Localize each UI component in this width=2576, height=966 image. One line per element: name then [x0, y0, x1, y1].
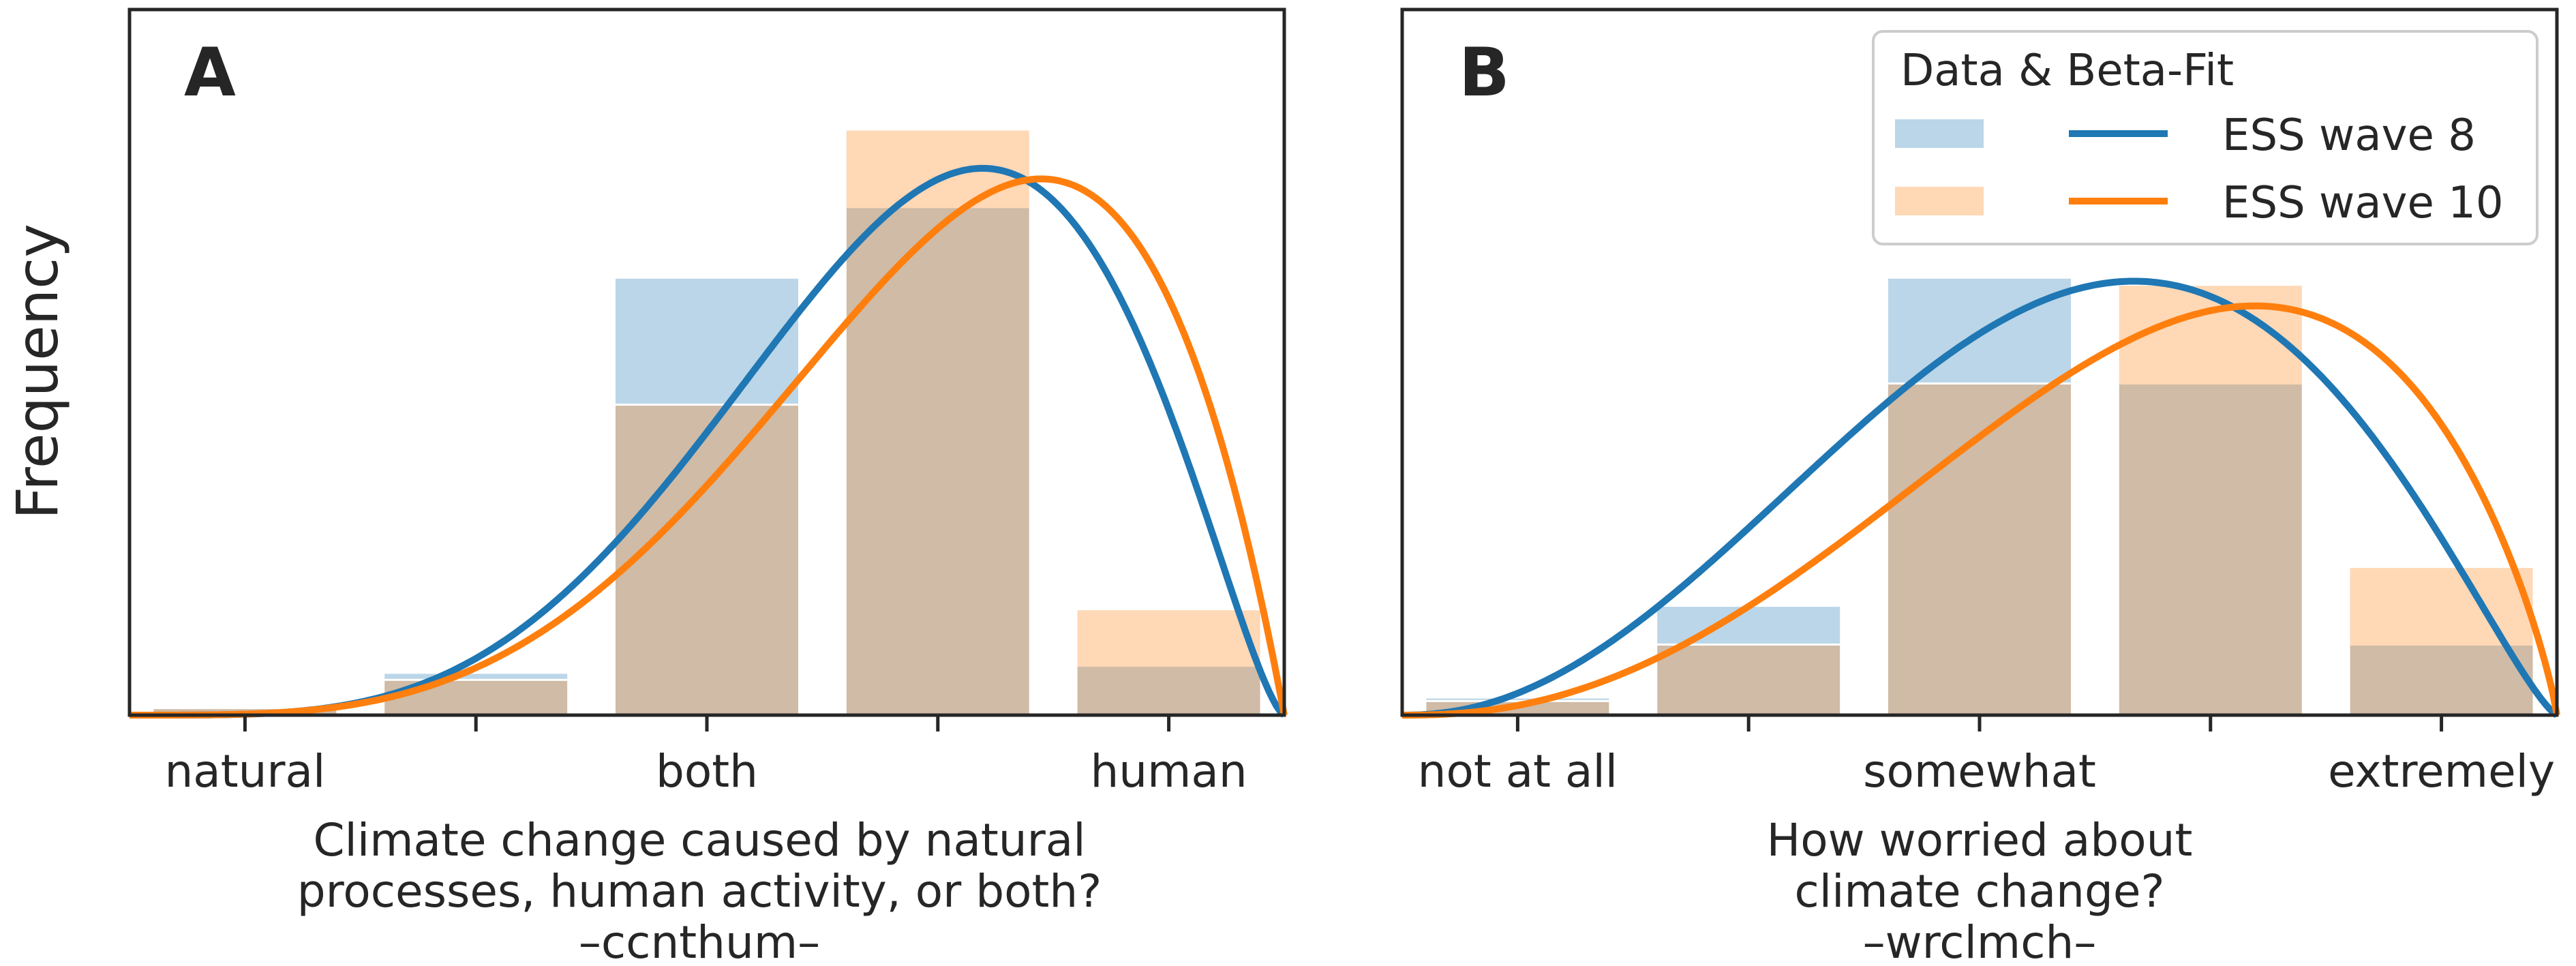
panel-b: B not at all somewhat extremely How worrie… [1400, 7, 2560, 966]
histogram-bar [613, 404, 801, 716]
legend-entry: ESS wave 8 [1895, 110, 2476, 161]
panel-b-xlabel-line-2: climate change? [1794, 865, 2164, 918]
x-tick-label: both [656, 745, 758, 798]
histogram-bar [844, 128, 1031, 716]
panel-b-xlabel-line-3: –wrclmch– [1863, 916, 2097, 966]
beta-fit-line [1402, 302, 2560, 719]
panel-b-bars [1424, 276, 2535, 716]
panel-a-fit-lines [130, 164, 1288, 719]
panel-a-xlabel-line-2: processes, human activity, or both? [297, 865, 1102, 918]
histogram-bar [2117, 284, 2304, 716]
histogram-bar [1655, 644, 1843, 716]
panel-b-fit-lines [1402, 277, 2560, 719]
histogram-bar [2348, 644, 2535, 716]
legend-box [1872, 30, 2539, 245]
x-tick-label: not at all [1418, 745, 1618, 798]
beta-fit-line [1402, 277, 2559, 719]
x-tick-label: somewhat [1863, 745, 2096, 798]
panel-a-x-ticks [243, 715, 1171, 731]
panel-b-x-tick-labels: not at all somewhat extremely [1418, 745, 2555, 798]
panel-b-x-ticks [1515, 715, 2444, 731]
beta-fit-line [130, 175, 1288, 719]
legend-label: ESS wave 8 [2222, 110, 2476, 161]
y-axis-label: Frequency [4, 224, 71, 519]
histogram-bar [2348, 566, 2535, 716]
histogram-bar [1885, 276, 2074, 716]
panel-b-label: B [1459, 34, 1510, 112]
histogram-bar [1075, 608, 1262, 716]
x-tick-label: natural [164, 745, 325, 798]
legend-bar-swatch [1895, 187, 1984, 215]
legend-entry: ESS wave 10 [1895, 178, 2504, 228]
legend-bar-swatch [1895, 119, 1984, 148]
panel-a-x-tick-labels: natural both human [164, 745, 1247, 798]
panel-a-xlabel-line-3: –ccnthum– [579, 916, 820, 966]
panel-a: A natural both human Climate change caused… [127, 7, 1288, 966]
legend: Data & Beta-Fit ESS wave 8 ESS wave 10 [1872, 30, 2539, 245]
legend-label: ESS wave 10 [2222, 178, 2504, 228]
panel-a-xlabel-line-1: Climate change caused by natural [313, 814, 1085, 866]
panel-a-bars [151, 128, 1262, 716]
legend-title: Data & Beta-Fit [1900, 46, 2234, 96]
x-tick-label: extremely [2328, 745, 2555, 798]
x-tick-label: human [1090, 745, 1247, 798]
panel-b-xlabel-line-1: How worried about [1767, 814, 2193, 866]
panel-a-label: A [184, 34, 236, 112]
